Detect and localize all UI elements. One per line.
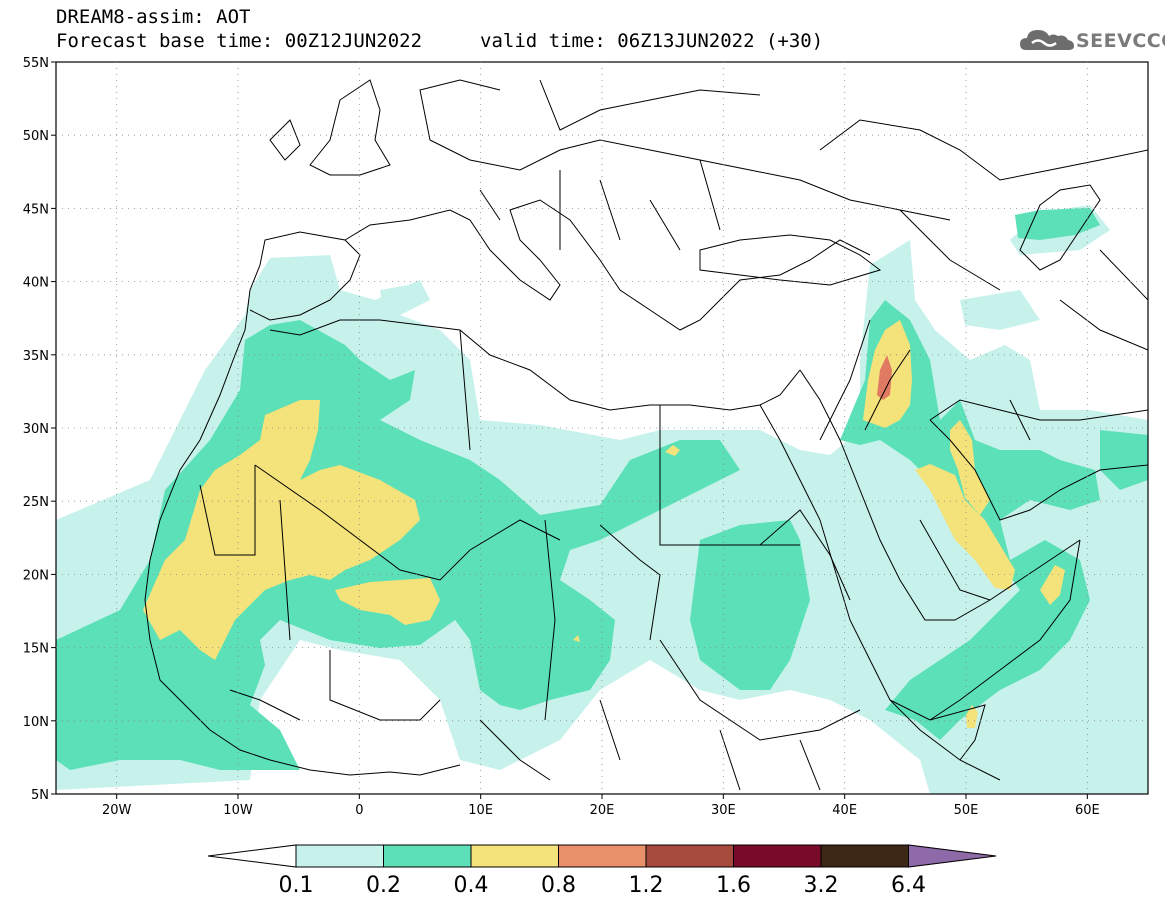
lon-label: 10E (468, 803, 493, 818)
gridlines (56, 62, 1148, 794)
lat-label: 55N (23, 56, 49, 71)
colorbar-label: 6.4 (891, 873, 926, 898)
lon-label: 50E (954, 803, 979, 818)
lat-label: 15N (23, 642, 49, 657)
lon-label: 20E (590, 803, 615, 818)
lat-label: 30N (23, 422, 49, 437)
colorbar (207, 844, 997, 868)
colorbar-label: 0.8 (541, 873, 576, 898)
colorbar-segment (295, 844, 384, 868)
lon-label: 30E (711, 803, 736, 818)
lat-label: 35N (23, 349, 49, 364)
lat-label: 25N (23, 495, 49, 510)
logo-text: SEEVCCC (1076, 30, 1165, 52)
lon-label: 0 (355, 803, 363, 818)
colorbar-label: 0.1 (279, 873, 314, 898)
lat-label: 5N (31, 788, 49, 803)
coastlines (144, 79, 1148, 791)
colorbar-label: 1.2 (629, 873, 664, 898)
latitude-labels: 55N 50N 45N 40N 35N 30N 25N 20N 15N 10N 5N (23, 56, 49, 803)
lat-label: 20N (23, 568, 49, 583)
colorbar-segment (645, 844, 734, 868)
colorbar-segment (558, 844, 647, 868)
product-title: DREAM8-assim: AOT (56, 6, 251, 28)
colorbar-segment (820, 844, 909, 868)
colorbar-segment (733, 844, 822, 868)
colorbar-label: 1.6 (716, 873, 751, 898)
lat-label: 45N (23, 202, 49, 217)
cloud-icon (1020, 30, 1074, 50)
forecast-base-time: Forecast base time: 00Z12JUN2022 (56, 30, 423, 52)
lon-label: 60E (1075, 803, 1100, 818)
aot-level-0.8 (877, 355, 892, 400)
colorbar-segment (383, 844, 472, 868)
colorbar-over-arrow (908, 844, 997, 868)
longitude-labels: 20W 10W 0 10E 20E 30E 40E 50E 60E (102, 803, 1100, 818)
colorbar-labels: 0.1 0.2 0.4 0.8 1.2 1.6 3.2 6.4 (279, 873, 927, 898)
seevccc-logo: SEEVCCC (1018, 26, 1165, 56)
lon-label: 40E (832, 803, 857, 818)
valid-time: valid time: 06Z13JUN2022 (+30) (480, 30, 824, 52)
colorbar-segment (470, 844, 559, 868)
lon-label: 10W (223, 803, 253, 818)
aot-level-0.4 (143, 320, 1065, 728)
aot-shading (56, 205, 1148, 794)
colorbar-label: 3.2 (804, 873, 839, 898)
lon-label: 20W (102, 803, 132, 818)
lat-label: 40N (23, 276, 49, 291)
colorbar-label: 0.4 (454, 873, 489, 898)
lat-label: 50N (23, 129, 49, 144)
colorbar-under-arrow (207, 844, 297, 868)
axis-ticks (51, 61, 1088, 799)
lat-label: 10N (23, 715, 49, 730)
colorbar-label: 0.2 (366, 873, 401, 898)
